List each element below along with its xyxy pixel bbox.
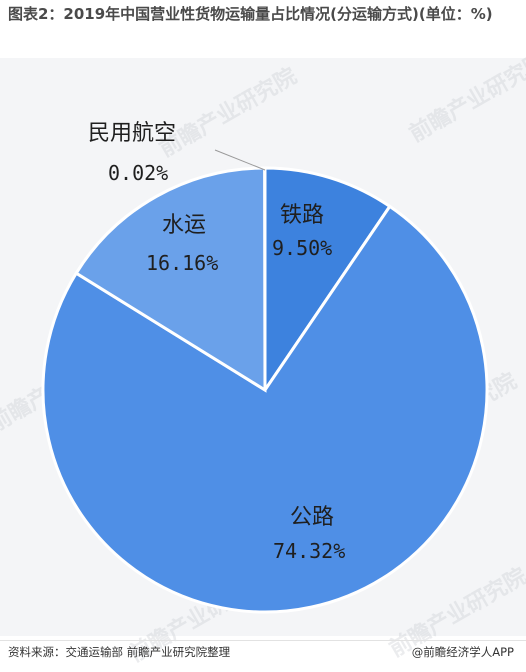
leader-line (214, 149, 266, 171)
slice-label-water: 水运 (162, 213, 206, 238)
slice-value-water: 16.16% (146, 251, 218, 275)
slice-value-railway: 9.50% (272, 236, 332, 260)
slice-value-aviation: 0.02% (108, 161, 168, 185)
pie-slice-road (41, 204, 489, 614)
chart-title: 图表2：2019年中国营业性货物运输量占比情况(分运输方式)(单位：%) (8, 5, 493, 23)
slice-label-road: 公路 (290, 505, 334, 530)
slice-label-railway: 铁路 (280, 203, 324, 228)
source-note: 资料来源：交通运输部 前瞻产业研究院整理 (8, 645, 231, 659)
slice-value-road: 74.32% (273, 539, 345, 563)
slice-label-aviation: 民用航空 (88, 121, 176, 146)
brand-credit: @前瞻经济学人APP (411, 645, 514, 659)
footer-divider (0, 640, 526, 641)
pie-slice-railway (263, 166, 392, 395)
pie-slice-water (74, 166, 267, 393)
footer: 资料来源：交通运输部 前瞻产业研究院整理 @前瞻经济学人APP (8, 644, 518, 664)
